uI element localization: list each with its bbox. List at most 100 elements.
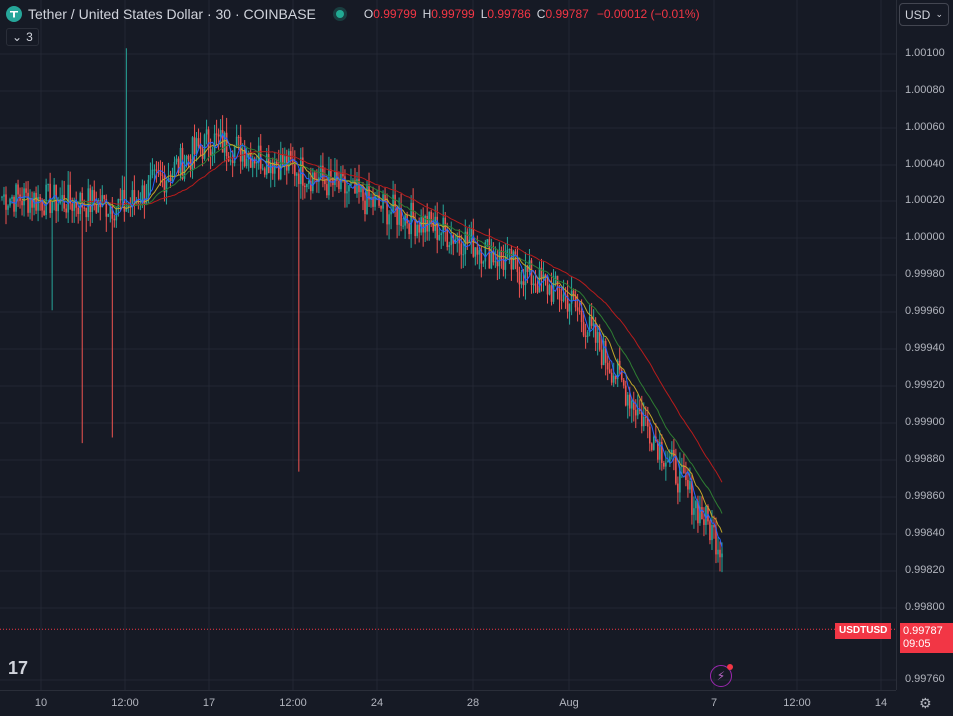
time-tick-label: 17 <box>202 697 216 709</box>
candle-body <box>711 525 713 541</box>
candle-body <box>35 192 37 211</box>
price-tick-label: 0.99940 <box>905 342 945 354</box>
candle-body <box>592 323 595 326</box>
candle-body <box>57 203 59 212</box>
candle-body <box>205 129 208 135</box>
candle-body <box>721 553 723 558</box>
candle-body <box>695 501 697 509</box>
open-value: 0.99799 <box>373 7 417 21</box>
candle-body <box>354 179 356 194</box>
indicators-toggle-button[interactable]: ⌄ 3 <box>6 28 39 46</box>
candle-body <box>298 173 300 185</box>
candle-body <box>334 172 336 186</box>
candle-body <box>552 283 555 302</box>
time-tick-label: 28 <box>466 697 480 709</box>
candle-body <box>500 250 503 260</box>
candle-body <box>534 283 537 286</box>
open-key: O <box>363 7 374 21</box>
change-value: −0.00012 (−0.01%) <box>596 7 700 21</box>
candle-body <box>651 443 653 450</box>
candle-body <box>430 211 432 224</box>
candle-body <box>37 197 39 211</box>
price-tick-label: 1.00020 <box>905 194 945 206</box>
candle-body <box>610 372 613 383</box>
candle-body <box>504 257 507 270</box>
candle-body <box>448 245 451 248</box>
chart-plot-area[interactable] <box>0 0 896 690</box>
candle-body <box>229 160 232 162</box>
candle-body <box>89 188 92 212</box>
candle-body <box>460 243 463 255</box>
candle-body <box>330 169 332 179</box>
candle-body <box>548 285 551 295</box>
candle-body <box>179 147 182 174</box>
candle-body <box>287 151 290 171</box>
currency-label: USD <box>905 7 931 22</box>
tradingview-logo-icon[interactable]: 17 <box>8 658 29 678</box>
price-tick-label: 0.99880 <box>905 453 945 465</box>
candle-body <box>21 200 23 206</box>
candle-body <box>231 160 234 164</box>
candle-body <box>490 252 493 269</box>
candle-body <box>119 199 122 201</box>
symbol-title[interactable]: Tether / United States Dollar · 30 · COI… <box>28 6 316 22</box>
candle-body <box>482 261 485 264</box>
candle-body <box>103 195 106 199</box>
price-chart[interactable] <box>0 0 896 690</box>
settings-gear-icon[interactable]: ⚙ <box>919 695 932 711</box>
candle-body <box>709 521 711 541</box>
candle-body <box>486 239 489 243</box>
candle-body <box>306 183 308 188</box>
time-tick-label: 14 <box>874 697 888 709</box>
candle-body <box>153 169 156 171</box>
price-axis[interactable]: 1.00100 1.00080 1.00060 1.00040 1.00020 1.000… <box>896 0 953 690</box>
time-axis[interactable]: 10 12:00 17 12:00 24 28 Aug 7 12:00 14 <box>0 690 896 716</box>
candle-body <box>679 467 681 493</box>
candle-body <box>342 172 344 177</box>
candle-body <box>29 198 31 213</box>
candle-body <box>594 323 597 343</box>
candle-body <box>121 189 124 201</box>
candle-body <box>520 281 523 285</box>
last-price-value: 0.99787 <box>903 625 943 637</box>
candle-body <box>438 235 441 240</box>
candle-body <box>107 213 110 217</box>
candle-body <box>109 206 112 214</box>
currency-select[interactable]: USD ⌄ <box>899 3 949 26</box>
candle-body <box>466 231 469 243</box>
lightning-icon[interactable]: ⚡ <box>710 664 733 687</box>
candle-body <box>211 151 214 156</box>
candle-body <box>245 159 248 167</box>
price-tick-label: 0.99900 <box>905 416 945 428</box>
candle-body <box>422 217 424 233</box>
candle-body <box>659 441 661 460</box>
candle-body <box>167 177 170 181</box>
candle-body <box>253 158 256 164</box>
candle-body <box>263 168 266 175</box>
ma-fast-line <box>9 132 723 548</box>
candle-body <box>600 349 603 366</box>
candle-body <box>402 225 404 227</box>
market-status-dot-icon[interactable] <box>335 10 344 18</box>
candle-body <box>456 236 459 240</box>
candle-body <box>620 369 623 380</box>
candle-body <box>344 176 346 194</box>
candle-body <box>480 250 483 264</box>
candle-body <box>436 216 439 240</box>
candle-body <box>195 138 198 154</box>
candle-body <box>171 173 174 182</box>
candle-body <box>713 525 715 528</box>
candle-body <box>77 207 80 214</box>
candle-body <box>384 194 386 201</box>
candle-body <box>308 180 310 184</box>
candle-body <box>663 462 665 467</box>
candle-body <box>296 173 298 176</box>
candle-body <box>632 400 635 410</box>
candle-body <box>432 223 434 231</box>
high-value: 0.99799 <box>431 7 475 21</box>
candle-body <box>418 224 420 233</box>
candle-body <box>125 207 128 212</box>
candle-body <box>55 184 57 212</box>
candle-body <box>346 191 348 194</box>
candle-body <box>717 549 719 555</box>
